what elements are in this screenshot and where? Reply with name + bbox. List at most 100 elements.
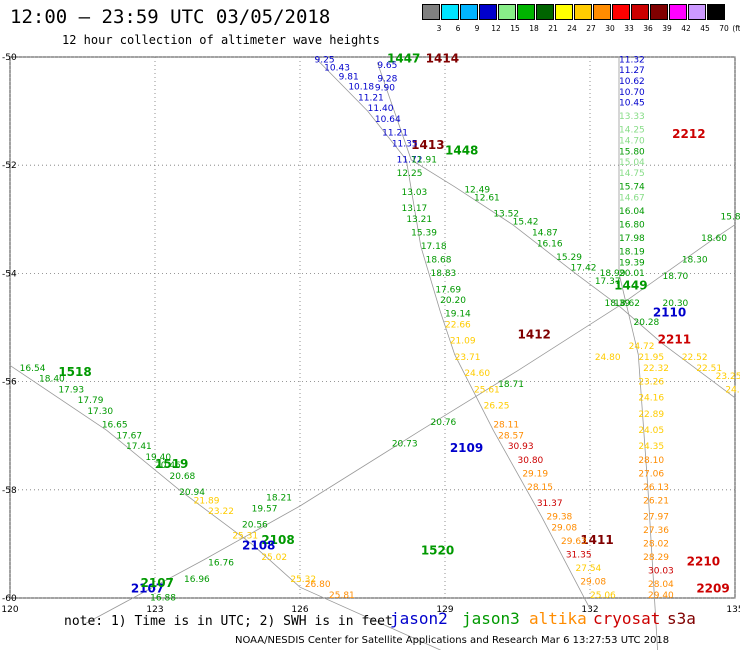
y-tick-label: -58 <box>2 486 17 496</box>
wave-height-value: 30.93 <box>508 442 534 452</box>
legend-label: 45 <box>700 24 710 33</box>
wave-height-value: 25.32 <box>290 575 316 585</box>
x-tick-label: 126 <box>291 605 308 615</box>
legend-swatch <box>460 4 478 20</box>
wave-height-value: 18.30 <box>682 256 708 266</box>
map-frame <box>9 56 736 599</box>
wave-height-value: 11.21 <box>358 93 384 103</box>
wave-height-value: 14.87 <box>532 229 558 239</box>
legend-label: 39 <box>662 24 672 33</box>
wave-height-value: 12.49 <box>464 185 490 195</box>
wave-height-value: 28.10 <box>638 456 664 466</box>
legend-swatch <box>650 4 668 20</box>
wave-height-value: 17.42 <box>571 264 597 274</box>
wave-height-value: 9.90 <box>375 84 395 94</box>
wave-height-value: 10.45 <box>619 99 645 109</box>
wave-height-value: 30.80 <box>518 456 544 466</box>
wave-height-value: 11.35 <box>392 139 418 149</box>
track-time-label: 1520 <box>421 544 454 558</box>
wave-height-value: 25.61 <box>474 385 500 395</box>
wave-height-value: 17.93 <box>58 385 84 395</box>
legend-swatch <box>688 4 706 20</box>
wave-height-value: 16.96 <box>184 575 210 585</box>
wave-height-value: 23.71 <box>455 353 481 363</box>
wave-height-value: 17.41 <box>126 442 152 452</box>
track-time-label: 2110 <box>653 306 686 320</box>
legend-label: 15 <box>510 24 520 33</box>
wave-height-value: 31.37 <box>537 499 563 509</box>
wave-height-value: 27.36 <box>643 526 669 536</box>
legend-swatch <box>707 4 725 20</box>
wave-height-value: 9.25 <box>315 55 335 65</box>
wave-height-value: 14.75 <box>619 169 645 179</box>
wave-height-value: 13.03 <box>402 188 428 198</box>
wave-height-value: 26.13 <box>643 483 669 493</box>
track-time-label: 2210 <box>687 555 720 569</box>
legend-swatch <box>498 4 516 20</box>
wave-height-value: 29.08 <box>551 523 577 533</box>
legend-unit: (ft) <box>732 24 740 33</box>
track-time-label: 1447 <box>387 51 420 65</box>
track-time-label: 2108 <box>261 533 294 547</box>
track-time-label: 2211 <box>658 333 691 347</box>
wave-height-value: 9.81 <box>339 73 359 83</box>
wave-height-value: 15.42 <box>513 218 539 228</box>
wave-height-value: 22.51 <box>696 364 722 374</box>
satellite-name-altika: altika <box>529 609 587 628</box>
wave-height-value: 19.14 <box>445 310 471 320</box>
legend-label: 42 <box>681 24 691 33</box>
wave-height-value: 18.83 <box>431 269 457 279</box>
wave-height-value: 28.29 <box>643 553 669 563</box>
wave-height-value: 24.16 <box>638 394 664 404</box>
y-tick-label: -60 <box>2 594 17 604</box>
legend-swatch <box>612 4 630 20</box>
wave-height-value: 20.46 <box>155 461 181 471</box>
wave-height-value: 18.60 <box>701 234 727 244</box>
wave-height-value: 28.04 <box>648 580 674 590</box>
wave-height-value: 19.57 <box>252 504 278 514</box>
wave-height-value: 29.63 <box>561 537 587 547</box>
wave-height-value: 16.88 <box>150 594 176 604</box>
wave-height-value: 18.21 <box>266 494 292 504</box>
wave-height-value: 15.87 <box>721 212 740 222</box>
wave-height-value: 20.76 <box>431 418 457 428</box>
legend-label: 36 <box>643 24 653 33</box>
wave-height-value: 17.18 <box>421 242 447 252</box>
wave-height-value: 24.35 <box>638 442 664 452</box>
wave-height-value: 20.30 <box>663 299 689 309</box>
wave-height-value: 10.70 <box>619 88 645 98</box>
legend-label: 3 <box>436 24 442 33</box>
legend-label: 18 <box>529 24 539 33</box>
wave-height-value: 17.30 <box>87 407 113 417</box>
wave-height-value: 18.62 <box>614 299 640 309</box>
legend-label: 9 <box>474 24 480 33</box>
legend-label: 33 <box>624 24 634 33</box>
wave-height-value: 29.38 <box>547 513 573 523</box>
legend-label: 21 <box>548 24 558 33</box>
footer-credit: NOAA/NESDIS Center for Satellite Applica… <box>235 635 670 646</box>
wave-height-value: 18.68 <box>426 256 452 266</box>
wave-height-value: 22.89 <box>638 410 664 420</box>
wave-height-value: 24.80 <box>595 353 621 363</box>
wave-height-value: 17.67 <box>116 431 142 441</box>
satellite-name-s3a: s3a <box>667 609 696 628</box>
wave-height-value: 26.25 <box>484 402 510 412</box>
legend-swatch <box>536 4 554 20</box>
wave-height-value: 26.80 <box>305 580 331 590</box>
y-tick-label: -56 <box>2 378 17 388</box>
wave-height-value: 16.65 <box>102 421 128 431</box>
satellite-name-jason3: jason3 <box>462 609 520 628</box>
track-time-label: 1519 <box>155 457 188 471</box>
wave-height-value: 11.32 <box>619 55 645 65</box>
wave-height-value: 27.97 <box>643 513 669 523</box>
wave-height-value: 17.69 <box>435 285 461 295</box>
track-time-label: 2109 <box>450 441 483 455</box>
wave-height-value: 22.32 <box>643 364 669 374</box>
wave-height-value: 28.02 <box>643 540 669 550</box>
legend-label: 24 <box>567 24 577 33</box>
page-title: 12:00 – 23:59 UTC 03/05/2018 <box>10 6 331 28</box>
wave-height-value: 11.72 <box>397 155 423 165</box>
wave-height-value: 20.68 <box>170 472 196 482</box>
wave-height-value: 16.80 <box>619 220 645 230</box>
wave-height-value: 15.39 <box>411 229 437 239</box>
